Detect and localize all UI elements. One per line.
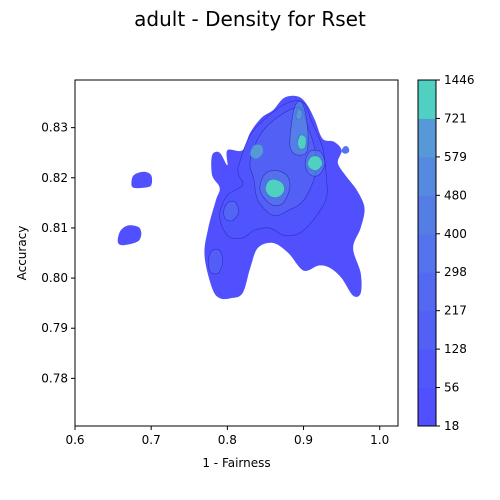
colorbar-band (418, 234, 436, 273)
colorbar-band (418, 157, 436, 196)
colorbar-tick-label: 400 (444, 227, 467, 241)
colorbar-tick-label: 721 (444, 111, 467, 125)
y-tick-label: 0.81 (41, 221, 68, 235)
colorbar-tick-label: 128 (444, 342, 467, 356)
x-tick-label: 1.0 (370, 433, 389, 447)
colorbar-band (418, 388, 436, 427)
y-axis-label: Accuracy (15, 226, 29, 281)
colorbar-band (418, 349, 436, 388)
x-axis-label: 1 - Fairness (202, 456, 270, 470)
y-tick-label: 0.78 (41, 371, 68, 385)
plot-area (118, 96, 365, 299)
x-tick-label: 0.8 (218, 433, 237, 447)
colorbar-tick-label: 480 (444, 188, 467, 202)
colorbar-tick-label: 579 (444, 150, 467, 164)
colorbar-tick-label: 56 (444, 381, 459, 395)
colorbar-band (418, 195, 436, 234)
colorbar-band (418, 311, 436, 350)
y-axis: 0.78 0.79 0.80 0.81 0.82 0.83 (41, 121, 75, 386)
density-region-peak-main (265, 179, 284, 197)
colorbar-tick-label: 1446 (444, 73, 475, 87)
colorbar-band (418, 118, 436, 157)
x-axis: 0.6 0.7 0.8 0.9 1.0 (65, 426, 389, 447)
y-tick-label: 0.83 (41, 121, 68, 135)
colorbar-tick-label: 217 (444, 304, 467, 318)
density-region-peak-top (296, 109, 302, 120)
density-region-blob-upper-left (131, 172, 152, 188)
colorbar-band (418, 272, 436, 311)
density-region-blob-far-right (342, 146, 350, 154)
colorbar-tick-label: 298 (444, 265, 467, 279)
colorbar: 18 56 128 217 298 400 480 579 721 1446 (418, 73, 475, 433)
density-region-blob-left (118, 225, 142, 245)
y-tick-label: 0.82 (41, 171, 68, 185)
y-tick-label: 0.79 (41, 321, 68, 335)
x-tick-label: 0.7 (142, 433, 161, 447)
y-tick-label: 0.80 (41, 271, 68, 285)
colorbar-tick-label: 18 (444, 419, 459, 433)
colorbar-band (418, 80, 436, 119)
chart-title: adult - Density for Rset (134, 7, 366, 31)
x-tick-label: 0.6 (65, 433, 84, 447)
x-tick-label: 0.9 (294, 433, 313, 447)
